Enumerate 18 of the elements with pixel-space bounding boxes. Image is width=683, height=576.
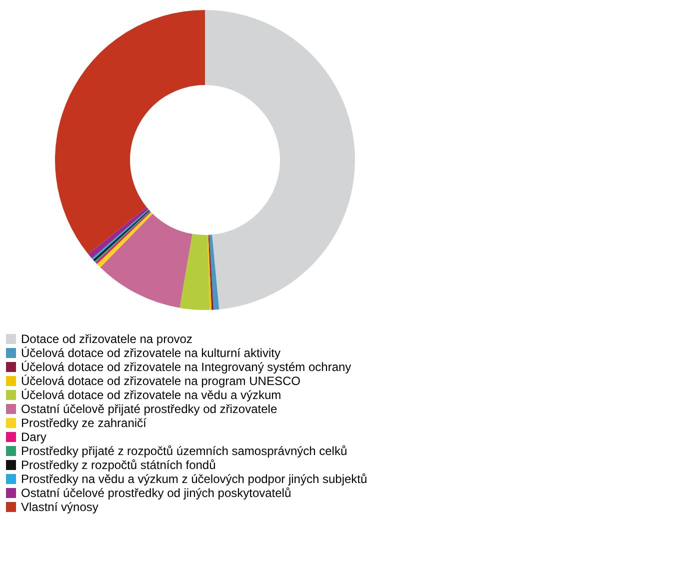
legend-label: Vlastní výnosy <box>21 500 98 514</box>
legend-label: Prostředky z rozpočtů státních fondů <box>21 458 216 472</box>
legend-label: Účelová dotace od zřizovatele na program UNESCO <box>21 374 300 388</box>
legend-label: Dary <box>21 430 46 444</box>
legend-label: Ostatní účelové prostředky od jiných poskytovatelů <box>21 486 292 500</box>
legend-label: Účelová dotace od zřizovatele na Integrovaný systém ochrany <box>21 360 352 374</box>
legend-label: Prostředky ze zahraničí <box>21 416 148 430</box>
donut-slice <box>205 10 355 310</box>
legend-label: Prostředky na vědu a výzkum z účelových podpor jiných subjektů <box>21 472 368 486</box>
legend-label: Dotace od zřizovatele na provoz <box>21 332 192 346</box>
legend-label: Ostatní účelově přijaté prostředky od zřizovatele <box>21 402 278 416</box>
legend-label: Účelová dotace od zřizovatele na vědu a výzkum <box>21 388 282 402</box>
legend-label: Účelová dotace od zřizovatele na kulturní aktivity <box>21 346 280 360</box>
legend-label: Prostředky přijaté z rozpočtů územních samosprávných celků <box>21 444 348 458</box>
donut-slice <box>100 214 192 308</box>
donut-slice <box>180 234 210 310</box>
donut-slice <box>55 10 205 254</box>
donut-slice <box>209 234 220 310</box>
